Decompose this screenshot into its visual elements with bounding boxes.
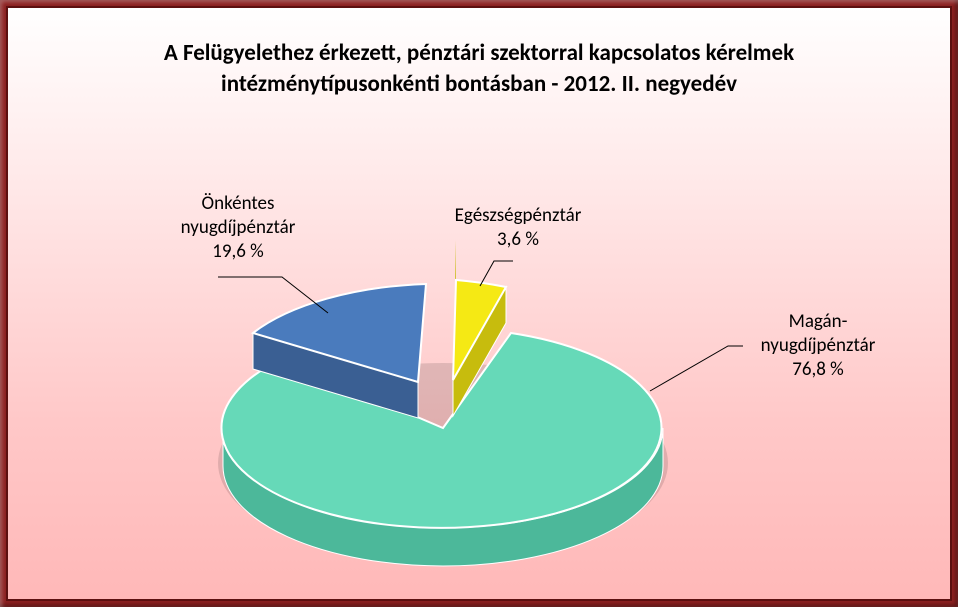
label-egeszseg: Egészségpénztár 3,6 % [428,204,608,252]
label-magan-percent: 76,8 % [792,358,844,381]
label-magan: Magán-nyugdíjpénztár 76,8 % [728,310,908,381]
leader-egeszseg [480,261,513,286]
label-onkentes: Önkéntesnyugdíjpénztár 19,6 % [148,192,328,263]
chart-title: A Felügyelethez érkezett, pénztári szekt… [69,38,889,100]
pie-chart-area: Önkéntesnyugdíjpénztár 19,6 % Egészségpé… [28,148,928,588]
chart-frame-inner: A Felügyelethez érkezett, pénztári szekt… [6,6,952,601]
label-egeszseg-percent: 3,6 % [497,228,539,251]
label-magan-line1: Magán-nyugdíjpénztár [761,310,876,357]
label-egeszseg-line1: Egészségpénztár [455,204,582,227]
label-onkentes-percent: 19,6 % [212,240,264,263]
label-onkentes-line1: Önkéntesnyugdíjpénztár [181,192,296,239]
chart-frame-outer: A Felügyelethez érkezett, pénztári szekt… [0,0,958,607]
